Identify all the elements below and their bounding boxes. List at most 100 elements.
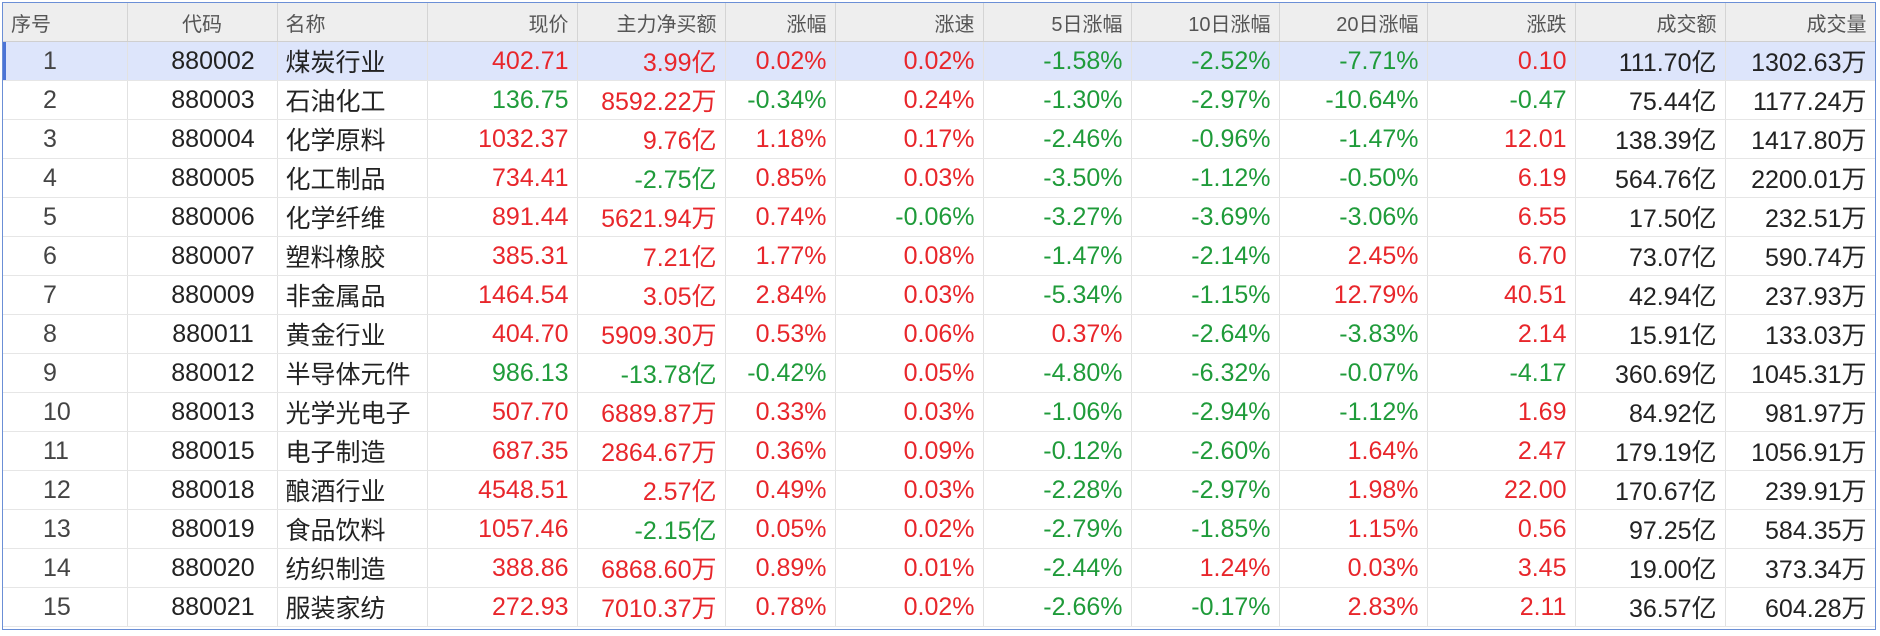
cell-code: 880009 [127,275,278,315]
cell-index: 4 [3,158,128,198]
cell-price: 687.35 [427,431,578,471]
cell-5d-change: -2.44% [983,548,1132,588]
cell-index: 2 [3,80,128,120]
table-row[interactable]: 10 880013 光学光电子 507.70 6889.87万 0.33% 0.03% -1.… [3,392,1875,432]
cell-change-pct: 2.84% [725,275,836,315]
cell-name: 酿酒行业 [277,470,428,510]
table-row[interactable]: 9 880012 半导体元件 986.13 -13.78亿 -0.42% 0.05% -4.8… [3,353,1875,393]
cell-20d-change: -3.83% [1279,314,1428,354]
cell-name: 服装家纺 [277,587,428,627]
cell-10d-change: -6.32% [1131,353,1280,393]
cell-turnover: 138.39亿 [1575,119,1726,159]
cell-code: 880021 [127,587,278,627]
table-row[interactable]: 2 880003 石油化工 136.75 8592.22万 -0.34% 0.24% -1.3… [3,80,1875,120]
cell-change-speed: 0.03% [835,158,984,198]
cell-volume: 584.35万 [1725,509,1875,549]
cell-10d-change: -0.96% [1131,119,1280,159]
cell-change: 0.56 [1427,509,1576,549]
table-row[interactable]: 6 880007 塑料橡胶 385.31 7.21亿 1.77% 0.08% -1.47% -2… [3,236,1875,276]
cell-20d-change: 1.15% [1279,509,1428,549]
cell-code: 880002 [127,41,278,81]
table-row[interactable]: 13 880019 食品饮料 1057.46 -2.15亿 0.05% 0.02% -2.79… [3,509,1875,549]
cell-main-net-buy: 5621.94万 [577,197,726,237]
cell-volume: 1302.63万 [1725,41,1875,81]
table-row[interactable]: 1 880002 煤炭行业 402.71 3.99亿 0.02% 0.02% -1.58% -2… [3,41,1875,81]
cell-name: 黄金行业 [277,314,428,354]
cell-change-speed: 0.02% [835,587,984,627]
cell-name: 化学原料 [277,119,428,159]
cell-index: 7 [3,275,128,315]
cell-code: 880018 [127,470,278,510]
cell-5d-change: -2.66% [983,587,1132,627]
cell-10d-change: -2.60% [1131,431,1280,471]
table-row[interactable]: 4 880005 化工制品 734.41 -2.75亿 0.85% 0.03% -3.50% -… [3,158,1875,198]
column-header-name[interactable]: 名称 [277,3,428,42]
column-header-5d-change[interactable]: 5日涨幅 [983,3,1132,42]
cell-change-speed: 0.06% [835,314,984,354]
table-row[interactable]: 14 880020 纺织制造 388.86 6868.60万 0.89% 0.01% -2.4… [3,548,1875,588]
cell-change-speed: 0.17% [835,119,984,159]
cell-name: 半导体元件 [277,353,428,393]
cell-change: 2.47 [1427,431,1576,471]
cell-volume: 590.74万 [1725,236,1875,276]
cell-name: 塑料橡胶 [277,236,428,276]
cell-10d-change: -1.15% [1131,275,1280,315]
cell-price: 1057.46 [427,509,578,549]
table-row[interactable]: 11 880015 电子制造 687.35 2864.67万 0.36% 0.09% -0.1… [3,431,1875,471]
column-header-change[interactable]: 涨跌 [1427,3,1576,42]
column-header-volume[interactable]: 成交量 [1725,3,1875,42]
cell-main-net-buy: 2864.67万 [577,431,726,471]
table-row[interactable]: 15 880021 服装家纺 272.93 7010.37万 0.78% 0.02% -2.6… [3,587,1875,627]
cell-code: 880019 [127,509,278,549]
cell-price: 507.70 [427,392,578,432]
cell-5d-change: -2.79% [983,509,1132,549]
cell-10d-change: -1.85% [1131,509,1280,549]
table-row[interactable]: 8 880011 黄金行业 404.70 5909.30万 0.53% 0.06% 0.37%… [3,314,1875,354]
cell-change-pct: 0.74% [725,197,836,237]
cell-main-net-buy: 5909.30万 [577,314,726,354]
cell-10d-change: -3.69% [1131,197,1280,237]
table-row[interactable]: 3 880004 化学原料 1032.37 9.76亿 1.18% 0.17% -2.46% -… [3,119,1875,159]
column-header-main-net-buy[interactable]: 主力净买额 [577,3,726,42]
column-header-change-speed[interactable]: 涨速 [835,3,984,42]
column-header-index[interactable]: 序号 [3,3,128,42]
cell-change: 6.55 [1427,197,1576,237]
cell-change: -0.47 [1427,80,1576,120]
cell-20d-change: 12.79% [1279,275,1428,315]
cell-change-speed: 0.02% [835,509,984,549]
cell-10d-change: 1.24% [1131,548,1280,588]
cell-5d-change: -5.34% [983,275,1132,315]
cell-volume: 237.93万 [1725,275,1875,315]
column-header-20d-change[interactable]: 20日涨幅 [1279,3,1428,42]
cell-main-net-buy: -2.15亿 [577,509,726,549]
cell-change-pct: 0.33% [725,392,836,432]
cell-turnover: 36.57亿 [1575,587,1726,627]
cell-price: 136.75 [427,80,578,120]
table-row[interactable]: 7 880009 非金属品 1464.54 3.05亿 2.84% 0.03% -5.34% -… [3,275,1875,315]
column-header-turnover[interactable]: 成交额 [1575,3,1726,42]
column-header-code[interactable]: 代码 [127,3,278,42]
cell-5d-change: -1.06% [983,392,1132,432]
column-header-change-pct[interactable]: 涨幅 [725,3,836,42]
cell-volume: 1417.80万 [1725,119,1875,159]
table-row[interactable]: 5 880006 化学纤维 891.44 5621.94万 0.74% -0.06% -3.2… [3,197,1875,237]
cell-10d-change: -2.52% [1131,41,1280,81]
cell-volume: 373.34万 [1725,548,1875,588]
column-header-10d-change[interactable]: 10日涨幅 [1131,3,1280,42]
table-row[interactable]: 12 880018 酿酒行业 4548.51 2.57亿 0.49% 0.03% -2.28%… [3,470,1875,510]
cell-change: 2.11 [1427,587,1576,627]
cell-main-net-buy: 6868.60万 [577,548,726,588]
cell-20d-change: -3.06% [1279,197,1428,237]
column-header-price[interactable]: 现价 [427,3,578,42]
cell-main-net-buy: 7010.37万 [577,587,726,627]
cell-index: 1 [3,41,128,81]
cell-price: 1464.54 [427,275,578,315]
cell-main-net-buy: 8592.22万 [577,80,726,120]
cell-main-net-buy: 6889.87万 [577,392,726,432]
cell-name: 化工制品 [277,158,428,198]
cell-turnover: 73.07亿 [1575,236,1726,276]
cell-change-pct: 1.18% [725,119,836,159]
cell-price: 402.71 [427,41,578,81]
cell-code: 880006 [127,197,278,237]
cell-turnover: 17.50亿 [1575,197,1726,237]
